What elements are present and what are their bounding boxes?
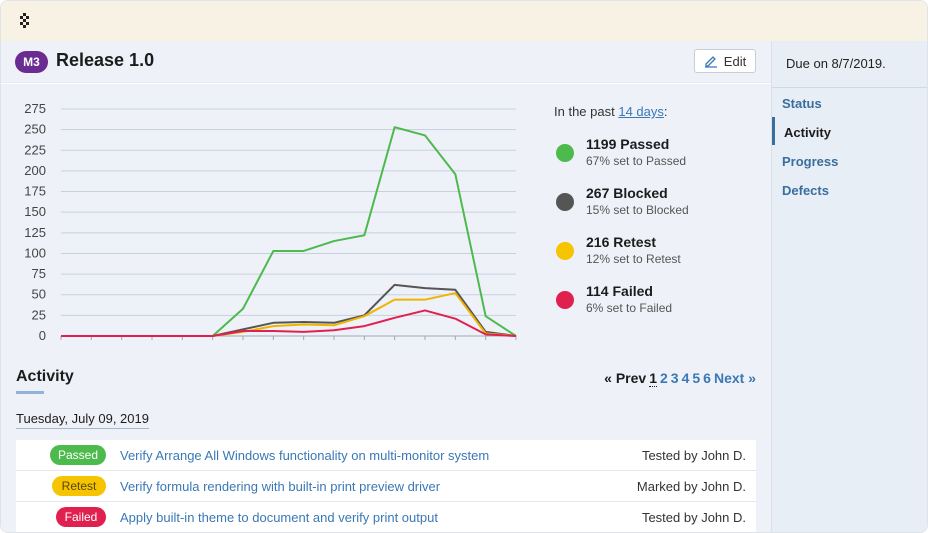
tested-by: Tested by John D. <box>641 510 746 525</box>
y-tick-label: 50 <box>32 287 46 302</box>
legend-intro: In the past 14 days: <box>554 104 764 119</box>
page-link-3[interactable]: 3 <box>670 370 679 386</box>
series-line-passed <box>61 126 517 337</box>
days-range-link[interactable]: 14 days <box>618 104 664 119</box>
legend-count: 216 Retest <box>586 234 657 250</box>
list-item: Retest Verify formula rendering with bui… <box>16 471 756 502</box>
page-title: Release 1.0 <box>56 50 155 70</box>
failed-dot-icon <box>556 291 574 309</box>
test-link[interactable]: Apply built-in theme to document and ver… <box>120 510 438 525</box>
sidebar-item-status[interactable]: Status <box>782 96 822 111</box>
milestone-badge: M3 <box>15 51 48 73</box>
legend-item-passed: 1199 Passed 67% set to Passed <box>554 136 764 176</box>
page-link-4[interactable]: 4 <box>681 370 690 386</box>
sidebar-item-activity[interactable]: Activity <box>784 125 831 140</box>
status-badge: Retest <box>52 476 106 496</box>
test-link[interactable]: Verify Arrange All Windows functionality… <box>120 448 490 463</box>
page-link-6[interactable]: 6 <box>703 370 711 386</box>
passed-dot-icon <box>556 144 574 162</box>
legend-sub: 15% set to Blocked <box>586 203 689 217</box>
chart-legend: In the past 14 days: 1199 Passed 67% set… <box>554 104 764 315</box>
active-indicator <box>772 117 775 145</box>
y-tick-label: 200 <box>24 163 46 178</box>
page-link-2[interactable]: 2 <box>659 370 668 386</box>
pagination: « Prev 1 2 3 4 5 6 Next » <box>604 370 756 387</box>
legend-count: 1199 Passed <box>586 136 670 152</box>
y-tick-label: 150 <box>24 204 46 219</box>
y-tick-label: 75 <box>32 266 46 281</box>
test-link[interactable]: Verify formula rendering with built-in p… <box>120 479 441 494</box>
activity-section: Activity « Prev 1 2 3 4 5 6 Next » Tuesd… <box>1 361 771 532</box>
legend-item-failed: 114 Failed 6% set to Failed <box>554 283 764 323</box>
activity-chart-panel: 02550751001251501752002252502756/266/286… <box>1 84 771 384</box>
activity-heading: Activity <box>16 368 74 385</box>
pencil-icon <box>704 56 717 68</box>
sidebar-divider <box>772 87 927 88</box>
y-tick-label: 125 <box>24 225 46 240</box>
prev-page-link[interactable]: « Prev <box>604 370 647 386</box>
y-tick-label: 225 <box>24 142 46 157</box>
y-tick-label: 100 <box>24 245 46 260</box>
edit-button-label: Edit <box>723 53 747 69</box>
legend-count: 267 Blocked <box>586 185 668 201</box>
series-line-blocked <box>61 283 517 337</box>
logo-icon[interactable] <box>17 12 35 30</box>
page-link-5[interactable]: 5 <box>692 370 701 386</box>
series-line-failed <box>61 309 517 337</box>
list-item: Passed Verify Arrange All Windows functi… <box>16 440 756 471</box>
status-badge: Passed <box>50 445 106 465</box>
sidebar-item-progress[interactable]: Progress <box>782 154 839 169</box>
retest-dot-icon <box>556 242 574 260</box>
tested-by: Tested by John D. <box>641 448 746 463</box>
edit-button[interactable]: Edit <box>694 49 756 73</box>
status-badge: Failed <box>56 507 106 527</box>
y-tick-label: 250 <box>24 122 46 137</box>
y-tick-label: 25 <box>32 307 46 322</box>
series-line-retest <box>61 292 517 337</box>
legend-intro-suffix: : <box>663 104 668 119</box>
y-tick-label: 275 <box>24 101 46 116</box>
right-sidebar: Due on 8/7/2019. Status Activity Progres… <box>771 41 927 532</box>
page-link-1[interactable]: 1 <box>649 370 657 387</box>
legend-item-blocked: 267 Blocked 15% set to Blocked <box>554 185 764 225</box>
due-date: Due on 8/7/2019. <box>786 56 886 71</box>
next-page-link[interactable]: Next » <box>713 370 756 386</box>
activity-date: Tuesday, July 09, 2019 <box>16 411 149 429</box>
legend-count: 114 Failed <box>586 283 653 299</box>
y-tick-label: 0 <box>39 328 46 343</box>
main-content: M3 Release 1.0 Edit 0 25 50 75 100 125 150 175 2… <box>1 41 771 532</box>
legend-sub: 6% set to Failed <box>586 301 673 315</box>
activity-line-chart: 02550751001251501752002252502756/266/286… <box>24 101 517 343</box>
activity-list: Passed Verify Arrange All Windows functi… <box>16 440 756 532</box>
top-bar <box>1 1 927 41</box>
legend-sub: 67% set to Passed <box>586 154 687 168</box>
list-item: Failed Apply built-in theme to document … <box>16 502 756 532</box>
legend-sub: 12% set to Retest <box>586 252 681 266</box>
y-tick-label: 175 <box>24 184 46 199</box>
legend-item-retest: 216 Retest 12% set to Retest <box>554 234 764 274</box>
tested-by: Marked by John D. <box>636 479 746 494</box>
blocked-dot-icon <box>556 193 574 211</box>
milestone-header: M3 Release 1.0 Edit <box>1 41 771 83</box>
activity-heading-underline <box>16 391 44 394</box>
legend-intro-prefix: In the past <box>554 104 615 119</box>
sidebar-item-defects[interactable]: Defects <box>782 183 829 198</box>
